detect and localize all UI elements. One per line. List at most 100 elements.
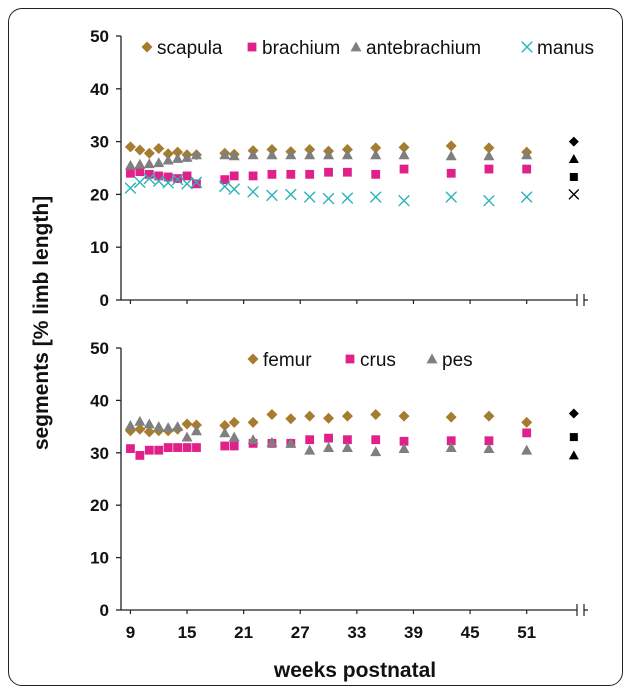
panel-top-antebrachium-point — [445, 150, 457, 161]
panel-top-manus-point — [445, 191, 457, 203]
panel-bottom-pes-point — [266, 436, 278, 447]
panel-top-antebrachium-point — [172, 152, 184, 163]
panel-top-reference-point — [569, 172, 578, 181]
panel-top-manus-point — [134, 176, 146, 188]
panel-bottom-legend-femur: femur — [263, 350, 312, 371]
panel-top-manus-point — [304, 191, 316, 203]
panel-bottom-pes-point — [172, 421, 184, 431]
x-tick-label: 27 — [291, 623, 310, 642]
panel-top-antebrachium-point — [341, 149, 353, 160]
panel-top-brachium-point — [126, 168, 135, 178]
panel-top-manus-point — [398, 195, 410, 207]
panel-top-brachium-point — [446, 168, 456, 178]
panel-bottom-pes-point — [483, 443, 495, 454]
panel-bottom-pes-point — [445, 442, 457, 452]
panel-top-manus-point-stroke — [219, 180, 231, 193]
panel-bottom-y-tick-label: 40 — [90, 391, 109, 410]
panel-bottom-crus-point — [144, 445, 154, 455]
panel-top-manus-point — [521, 191, 533, 203]
panel-bottom-y-tick-label: 0 — [100, 601, 109, 620]
panel-top-antebrachium-point — [304, 149, 316, 160]
panel-top-manus-point — [171, 173, 184, 186]
panel-bottom-crus-point — [399, 436, 409, 446]
panel-top-brachium-point — [163, 172, 173, 182]
panel-bottom-pes-point — [134, 415, 146, 426]
panel-top-manus-point — [285, 188, 297, 201]
panel-top-scapula-point — [134, 144, 146, 156]
panel-top-antebrachium-point — [266, 149, 278, 160]
panel-bottom-pes-point — [323, 442, 335, 452]
panel-top-antebrachium-point — [398, 149, 410, 160]
panel-top-y-tick-label: 40 — [90, 80, 109, 99]
figure-frame — [8, 8, 623, 686]
panel-bottom-legend-pes-marker — [426, 353, 438, 364]
panel-top-brachium-point — [192, 179, 201, 189]
panel-top-scapula-point — [370, 142, 382, 154]
panel-top-brachium-point — [286, 169, 296, 179]
panel-top-manus-point — [153, 175, 165, 187]
panel-bottom-femur-point — [304, 410, 316, 422]
panel-top-manus-point-stroke — [190, 176, 203, 188]
x-tick-label: 45 — [461, 623, 480, 642]
x-tick-label: 33 — [347, 623, 366, 642]
panel-top-antebrachium-point — [370, 149, 382, 160]
panel-top-manus-point — [322, 192, 335, 205]
panel-top-manus-point-stroke — [153, 175, 165, 187]
panel-top-antebrachium-point — [124, 159, 136, 170]
panel-bottom-pes-point — [521, 444, 533, 455]
x-tick-label: 15 — [178, 623, 197, 642]
panel-top-manus-point-stroke — [322, 192, 335, 205]
panel-top-antebrachium-point — [153, 157, 165, 168]
panel-bottom-femur-point — [181, 418, 193, 430]
panel-bottom-femur-point — [370, 409, 382, 421]
panel-top-manus-point-stroke — [171, 173, 184, 186]
panel-bottom-pes-point — [370, 446, 382, 457]
panel-top-scapula-point — [445, 140, 457, 152]
panel-top-antebrachium-point — [219, 149, 231, 160]
panel-top-manus-point — [124, 182, 137, 194]
panel-bottom-crus-point — [522, 428, 532, 438]
panel-bottom-crus-point — [484, 436, 494, 446]
panel-bottom-reference-point — [568, 408, 579, 419]
panel-bottom-femur-point — [247, 416, 259, 428]
panel-top-antebrachium-point — [181, 151, 193, 162]
panel-bottom-reference-point — [568, 450, 579, 460]
panel-top-antebrachium-point — [521, 149, 533, 160]
panel-bottom-pes-point — [228, 431, 240, 442]
panel-top-manus-point — [143, 172, 155, 185]
panel-bottom-y-tick-label: 10 — [90, 549, 109, 568]
panel-bottom-crus-point — [163, 443, 173, 452]
panel-bottom-pes-point — [219, 427, 231, 438]
panel-bottom-pes-point — [124, 420, 136, 430]
panel-bottom-femur-point — [190, 419, 202, 431]
panel-top-scapula-point — [398, 141, 410, 153]
panel-bottom-femur-point — [323, 412, 335, 424]
panel-top-antebrachium-point — [483, 150, 495, 161]
panel-top-legend-scapula-marker — [141, 41, 153, 53]
panel-bottom-femur-point — [341, 410, 353, 422]
panel-bottom-femur-point — [266, 409, 278, 421]
panel-bottom-crus-point — [343, 435, 352, 445]
panel-top-legend-antebrachium-marker — [350, 41, 362, 52]
panel-top-manus-point — [219, 180, 231, 193]
panel-top-manus-point-stroke — [285, 188, 297, 201]
panel-bottom-y-tick-label: 20 — [90, 496, 109, 515]
panel-top-manus-point-stroke — [398, 195, 410, 207]
panel-top-manus-point-stroke — [143, 172, 155, 185]
panel-top-scapula-point — [162, 148, 174, 160]
panel-bottom-crus-point — [192, 443, 201, 452]
panel-bottom-legend-crus: crus — [360, 350, 396, 371]
panel-bottom-pes-point — [190, 425, 202, 436]
panel-bottom-femur-point — [134, 423, 146, 435]
panel-top-legend-manus-marker-stroke — [521, 41, 533, 53]
panel-top-antebrachium-point — [285, 149, 297, 160]
panel-top-manus-point-stroke — [483, 195, 495, 207]
panel-top-manus-point-stroke — [521, 191, 533, 203]
panel-top-brachium-point — [305, 169, 315, 179]
panel-top-antebrachium-point — [323, 149, 335, 160]
panel-bottom-pes-point — [153, 421, 165, 431]
panel-top-manus-point — [228, 183, 240, 195]
panel-top-reference-point — [568, 154, 579, 164]
panel-top-antebrachium-point — [143, 158, 155, 169]
panel-top-brachium-point — [229, 171, 239, 181]
